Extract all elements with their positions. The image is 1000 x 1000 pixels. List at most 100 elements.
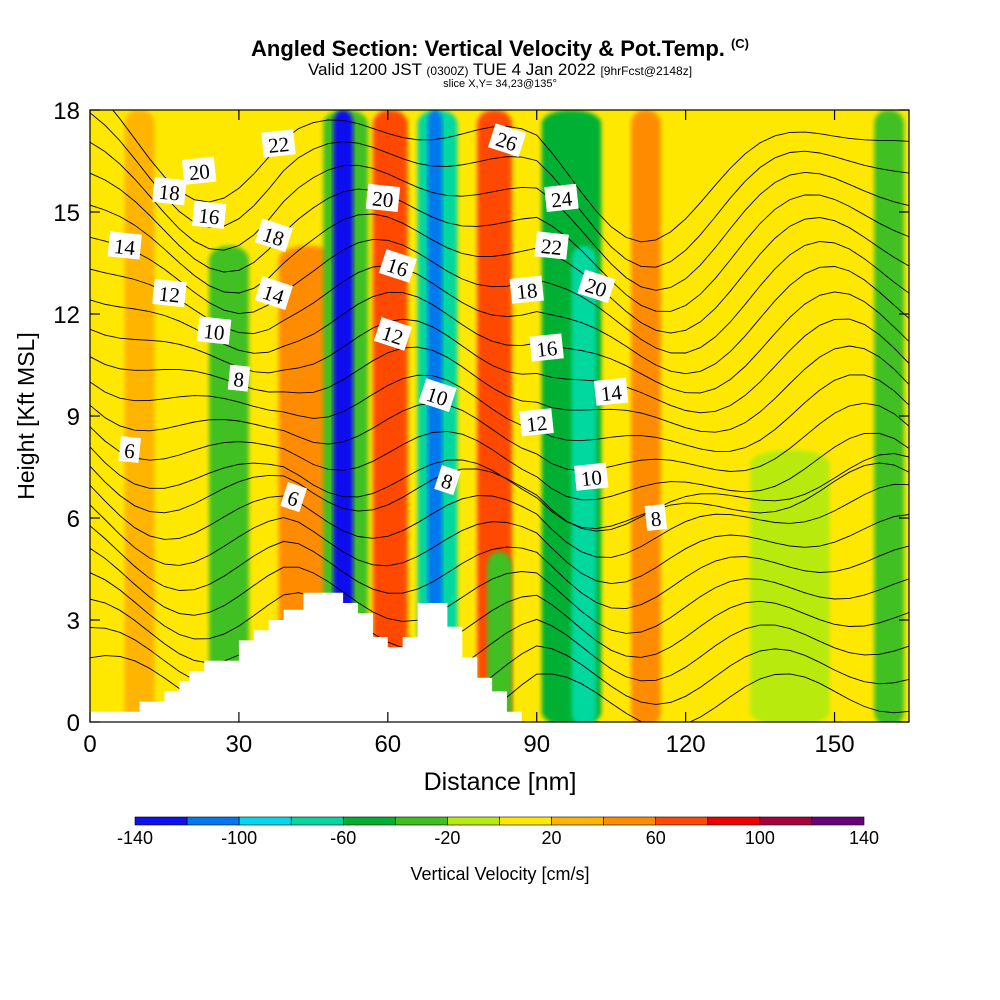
contour-label-text: 24 [550,186,574,212]
y-tick-label: 15 [53,200,80,227]
contour-label-bg [534,231,569,260]
theta-contour-13 [90,345,909,433]
contour-label-text: 6 [123,439,136,464]
theta-contour-17 [90,236,909,354]
contour-label-bg [191,200,227,230]
x-tick-label: 30 [226,731,253,758]
contour-label-17: 12 [373,317,413,351]
contour-label-bg [544,183,579,213]
contour-label-18: 12 [519,408,554,437]
contour-label-text: 16 [197,203,220,229]
colorbar-tick-label: -20 [434,828,460,848]
velocity-band-13 [750,450,830,722]
contour-label-15: 14 [593,377,629,406]
colorbar-swatch-3 [290,816,344,826]
theta-contour-14 [90,318,909,414]
x-tick-label: 60 [374,731,401,758]
x-tick-label: 120 [666,731,706,758]
x-axis-label: Distance [nm] [424,768,577,796]
velocity-band-7 [427,110,443,722]
y-axis-label: Height [Kft MSL] [13,332,39,499]
theta-contour-19 [90,172,909,312]
contour-label-bg [227,364,251,392]
contour-label-bg [487,123,527,157]
contour-label-1: 20 [365,183,401,212]
y-tick-label: 12 [53,302,80,329]
y-tick-label: 9 [67,404,80,431]
contour-label-text: 14 [113,234,137,260]
theta-contour-6 [90,504,909,585]
contour-label-text: 20 [371,186,394,212]
valid-utc: (0300Z) [426,64,469,78]
contour-label-8: 18 [254,218,293,253]
contour-label-bg [529,333,564,362]
contour-label-9: 18 [509,275,544,304]
contour-label-26: 6 [280,482,308,513]
contour-label-text: 22 [540,234,563,260]
contour-label-text: 12 [525,411,548,437]
colorbar-swatch-1 [186,816,240,826]
contour-label-bg [434,465,461,496]
contour-label-text: 8 [650,507,663,532]
y-tick-label: 3 [67,608,80,635]
contour-label-bg [196,316,232,345]
contour-label-bg [644,504,668,531]
colorbar-tick-label: -60 [330,828,356,848]
theta-contour-21 [90,112,909,268]
contour-label-10: 16 [191,200,227,230]
colorbar-tick-label: 20 [542,828,562,848]
velocity-band-1 [209,246,249,722]
contour-label-text: 18 [158,180,181,206]
contour-label-7: 18 [152,176,187,206]
contour-label-bg [593,377,629,406]
contour-label-bg [509,275,544,304]
contour-label-23: 8 [434,465,461,496]
valid-prefix: Valid 1200 JST [307,60,422,79]
contour-label-text: 10 [580,465,603,491]
contour-label-text: 18 [515,278,538,304]
copyright-mark: (C) [730,36,749,51]
colorbar-swatch-7 [499,816,552,826]
velocity-bands [124,110,905,722]
contour-label-bg [152,278,187,308]
theta-contour-3 [90,572,909,658]
velocity-band-0 [124,110,155,722]
colorbar-swatch-13 [811,816,865,826]
contour-label-bg [577,269,616,304]
x-axis: 0 30 60 90 120 150 [83,110,855,758]
colorbar-swatch-10 [655,816,709,826]
y-axis: 0 3 6 9 12 15 18 [53,98,909,737]
contour-label-bg [152,176,187,206]
contour-label-bg [118,436,142,463]
contour-label-6: 20 [181,156,217,185]
colorbar-tick-label: -140 [117,828,153,848]
velocity-band-12 [631,110,661,722]
theta-contour-18 [90,204,909,334]
colorbar-swatch-8 [551,816,604,826]
contour-label-25: 6 [118,436,142,464]
colorbar-swatch-11 [707,816,761,826]
plot-area: 2220262422202018181816161614141412121210… [90,110,909,722]
contour-label-21: 10 [574,462,609,491]
x-tick-label: 90 [523,731,550,758]
colorbar-tick-label: 100 [745,828,775,848]
slice-info: slice X,Y= 34,23@135° [443,78,557,90]
contour-label-text: 8 [232,367,245,392]
y-tick-label: 0 [67,710,80,737]
contour-label-text: 10 [202,319,225,345]
contour-label-24: 8 [644,504,668,532]
contour-label-text: 16 [535,336,558,362]
contour-label-bg [378,249,417,283]
theta-contour-7 [90,483,909,558]
contour-label-bg [261,129,296,158]
contour-label-bg [574,462,609,491]
colorbar-swatch-6 [447,816,500,826]
theta-contour-20 [90,141,909,291]
contour-label-4: 22 [534,231,569,260]
chart-subtitle: Valid 1200 JST (0300Z) TUE 4 Jan 2022 [9… [0,60,1000,80]
colorbar-swatch-0 [134,816,188,826]
theta-contour-5 [90,525,909,610]
theta-contour-4 [90,547,909,634]
contour-label-bg [373,317,413,351]
